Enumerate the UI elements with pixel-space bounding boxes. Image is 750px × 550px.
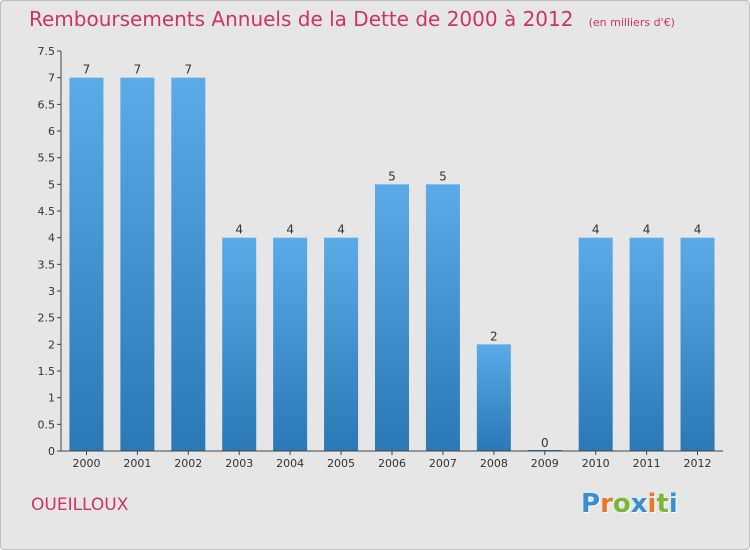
bar xyxy=(273,237,308,451)
bar-data-label: 5 xyxy=(439,169,447,183)
logo-letter: i xyxy=(647,489,657,519)
bar-data-label: 5 xyxy=(388,169,396,183)
y-tick-label: 0 xyxy=(48,445,55,458)
bar-data-label: 4 xyxy=(235,223,243,237)
x-tick-label: 2002 xyxy=(174,457,202,470)
x-tick-label: 2000 xyxy=(72,457,100,470)
bar-data-label: 4 xyxy=(337,223,345,237)
y-tick-label: 7.5 xyxy=(38,45,56,58)
logo-letter: x xyxy=(630,489,648,519)
bar-data-label: 4 xyxy=(592,223,600,237)
y-tick-label: 5.5 xyxy=(38,152,56,165)
y-tick-label: 7 xyxy=(48,72,55,85)
bar xyxy=(375,184,409,452)
x-tick-label: 2003 xyxy=(225,457,253,470)
logo-letter: r xyxy=(600,489,613,519)
y-tick-label: 3 xyxy=(48,285,55,298)
chart-header: Remboursements Annuels de la Dette de 20… xyxy=(29,7,675,31)
bar-data-label: 7 xyxy=(83,63,91,77)
bar-data-label: 4 xyxy=(643,223,651,237)
bar xyxy=(222,237,257,451)
bar xyxy=(120,77,155,452)
logo-letter: P xyxy=(581,489,601,519)
x-tick-label: 2004 xyxy=(276,457,304,470)
chart-title: Remboursements Annuels de la Dette de 20… xyxy=(29,7,574,31)
bar-data-label: 0 xyxy=(541,436,549,450)
x-tick-label: 2007 xyxy=(429,457,457,470)
y-tick-label: 4 xyxy=(48,232,55,245)
bar xyxy=(680,237,715,451)
bar-data-label: 4 xyxy=(694,223,702,237)
x-tick-label: 2009 xyxy=(531,457,559,470)
x-tick-label: 2001 xyxy=(123,457,151,470)
logo-letter: i xyxy=(668,489,678,519)
logo-letter: o xyxy=(612,489,631,519)
bar xyxy=(69,77,104,452)
y-tick-label: 2.5 xyxy=(38,312,56,325)
y-tick-label: 1.5 xyxy=(38,365,56,378)
x-tick-label: 2012 xyxy=(684,457,712,470)
bar-data-label: 7 xyxy=(184,63,192,77)
y-tick-label: 2 xyxy=(48,338,55,351)
y-tick-label: 1 xyxy=(48,392,55,405)
x-tick-label: 2005 xyxy=(327,457,355,470)
bar xyxy=(324,237,359,451)
y-tick-label: 0.5 xyxy=(38,418,56,431)
chart-unit-label: (en milliers d'€) xyxy=(588,16,675,29)
bar xyxy=(578,237,613,451)
x-tick-label: 2011 xyxy=(633,457,661,470)
bar-data-label: 4 xyxy=(286,223,294,237)
bars-group: 7 7 7 4 4 4 5 5 2 0 4 4 4 xyxy=(69,63,715,452)
bar-data-label: 7 xyxy=(134,63,142,77)
bar xyxy=(425,184,460,452)
y-tick-label: 6.5 xyxy=(38,98,56,111)
y-tick-label: 3.5 xyxy=(38,258,56,271)
y-tick-label: 6 xyxy=(48,125,55,138)
x-tick-label: 2010 xyxy=(582,457,610,470)
bar-data-label: 2 xyxy=(490,329,498,343)
bar xyxy=(476,344,511,451)
y-tick-label: 4.5 xyxy=(38,205,56,218)
bar xyxy=(629,237,664,451)
y-tick-label: 5 xyxy=(48,178,55,191)
x-axis: 2000 2001 2002 2003 2004 2005 2006 2007 2008 2009… xyxy=(61,450,723,470)
y-axis: 0 0.5 1 1.5 2 2.5 3 3.5 4 4.5 5 5.5 6 6.5 7 7.5 xyxy=(38,45,62,458)
logo-letter: t xyxy=(656,489,669,519)
proxiti-logo: Proxiti xyxy=(581,489,678,519)
commune-name: OUEILLOUX xyxy=(31,495,129,515)
x-tick-label: 2008 xyxy=(480,457,508,470)
x-tick-label: 2006 xyxy=(378,457,406,470)
bar xyxy=(171,77,206,452)
